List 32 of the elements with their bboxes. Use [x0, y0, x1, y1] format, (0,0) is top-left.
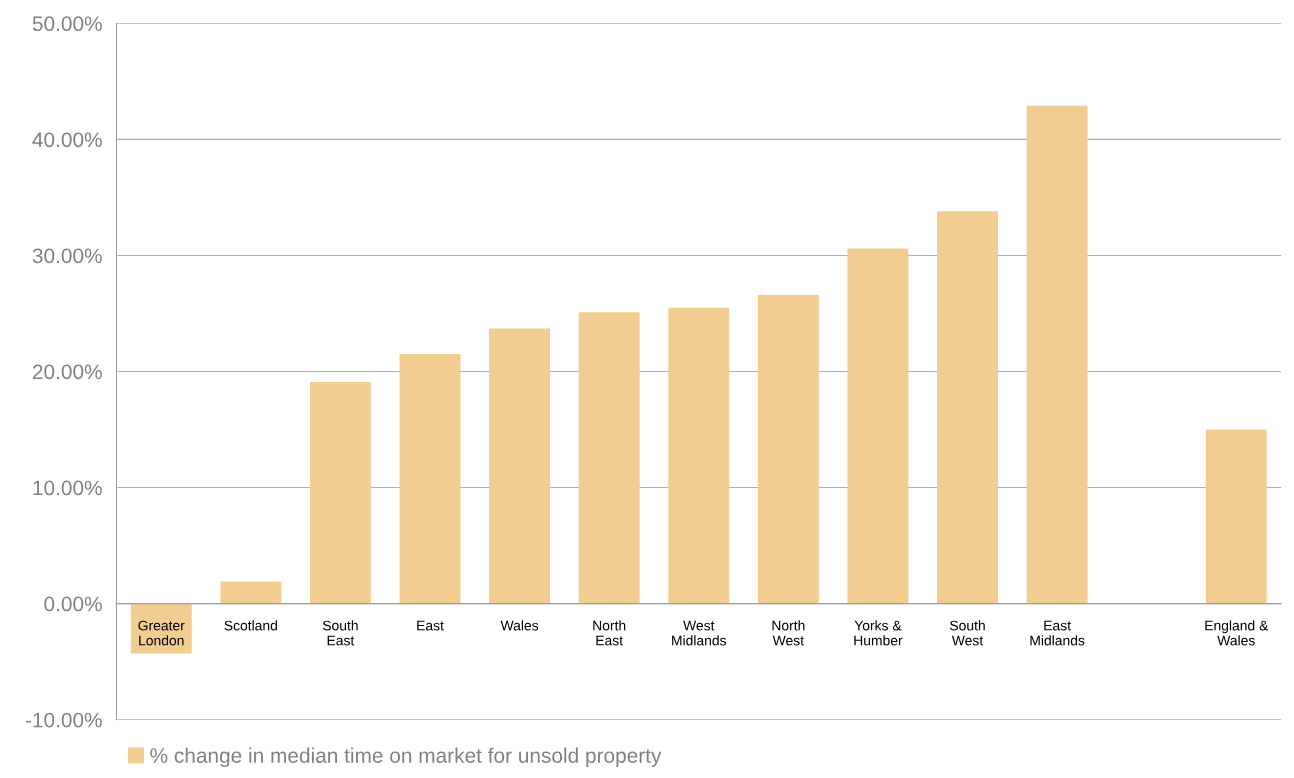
x-tick-label: East — [417, 620, 444, 631]
y-tick-label: 10.00% — [33, 480, 102, 496]
x-tick-label: South West — [950, 620, 985, 646]
x-tick-label: North East — [593, 620, 626, 646]
bar — [757, 294, 819, 604]
x-tick-label: North West — [772, 620, 805, 646]
bar — [578, 312, 640, 604]
x-tick-label: Yorks & Humber — [854, 620, 903, 646]
y-tick-label: 40.00% — [32, 132, 102, 148]
bar — [220, 581, 282, 604]
bar — [668, 307, 730, 604]
bar — [847, 248, 909, 604]
y-tick-label: 50.00% — [32, 16, 102, 32]
y-tick-label: -10.00% — [25, 712, 102, 728]
x-tick-label: Wales — [500, 620, 539, 631]
bar — [489, 328, 551, 604]
bar — [399, 354, 461, 604]
x-tick-label: Scotland — [224, 620, 277, 631]
bar — [309, 381, 371, 604]
bar — [130, 603, 192, 654]
bar — [1205, 429, 1267, 604]
y-tick-label: 30.00% — [32, 248, 102, 264]
bar — [937, 211, 998, 604]
x-tick-label: South East — [322, 620, 358, 646]
x-tick-label: Greater London — [138, 620, 185, 646]
x-tick-label: East Midlands — [1030, 620, 1085, 646]
y-tick-label: 0.00% — [44, 596, 102, 612]
legend-label: % change in median time on market for unsold property — [150, 747, 662, 768]
x-tick-label: England & Wales — [1205, 620, 1269, 646]
bar — [1026, 105, 1088, 604]
y-tick-label: 20.00% — [32, 364, 102, 380]
x-tick-label: West Midlands — [672, 620, 727, 646]
